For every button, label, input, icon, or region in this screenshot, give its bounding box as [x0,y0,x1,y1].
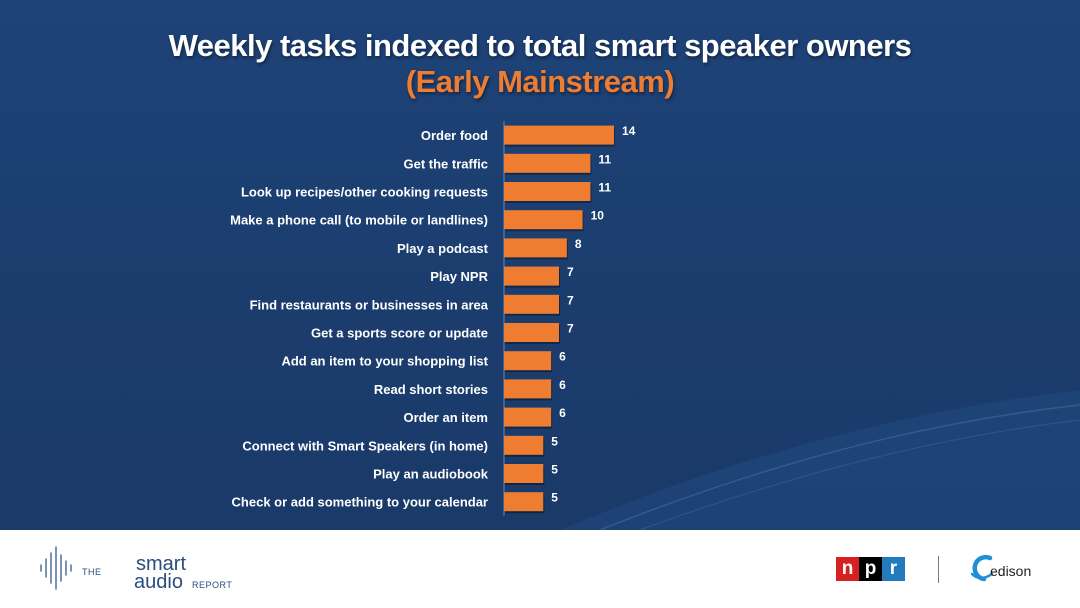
value-label: 8 [575,237,582,251]
bar [504,492,544,512]
logo-audio: audio [134,571,183,593]
category-label: Check or add something to your calendar [232,495,488,510]
category-label: Make a phone call (to mobile or landline… [230,213,488,228]
value-label: 11 [598,152,611,166]
category-label: Order an item [403,410,488,425]
bar [504,351,552,371]
logo-the: THE [82,567,102,577]
category-label: Read short stories [374,382,488,397]
value-label: 7 [567,265,574,279]
bar [504,294,559,314]
category-label: Get the traffic [403,156,488,171]
edison-logo-icon [970,554,994,582]
value-label: 5 [551,463,558,477]
chart-title: Weekly tasks indexed to total smart spea… [168,28,912,63]
value-label: 6 [559,406,566,420]
npr-logo-r: r [882,557,905,581]
bar [504,125,614,145]
value-label: 14 [622,124,636,138]
npr-logo-p: p [859,557,882,581]
value-label: 7 [567,322,574,336]
category-label: Find restaurants or businesses in area [250,297,489,312]
bar [504,266,559,286]
value-label: 6 [559,350,566,364]
edison-logo-text: edison [990,563,1032,579]
npr-logo-n: n [836,557,859,581]
category-label: Connect with Smart Speakers (in home) [242,438,488,453]
category-label: Play a podcast [397,241,489,256]
value-label: 5 [551,434,558,448]
bar [504,379,552,399]
value-label: 11 [598,181,611,195]
bar [504,238,567,258]
background-swirl [560,390,1080,530]
bar [504,323,559,342]
chart-area: Weekly tasks indexed to total smart spea… [0,0,1080,530]
bar [504,464,544,483]
bar [504,153,591,173]
logo-divider [938,556,939,583]
bar-chart: Order food 14 Get the traffic 11 Look up rec… [230,121,636,516]
soundwave-icon [40,546,72,590]
bar [504,210,583,230]
npr-logo: n p r [836,557,905,581]
value-label: 6 [559,378,566,392]
category-label: Play an audiobook [373,467,489,482]
chart-subtitle: (Early Mainstream) [405,64,675,99]
bar [504,407,552,427]
category-label: Add an item to your shopping list [281,354,488,369]
logo-report: REPORT [192,580,233,590]
bar [504,435,544,455]
value-label: 10 [591,209,605,223]
category-label: Play NPR [430,269,488,284]
value-label: 7 [567,293,574,307]
bar [504,182,591,201]
category-label: Get a sports score or update [311,326,488,341]
logo-smart: smart [136,553,186,575]
category-label: Order food [421,128,488,143]
value-label: 5 [551,491,558,505]
category-label: Look up recipes/other cooking requests [241,185,488,200]
